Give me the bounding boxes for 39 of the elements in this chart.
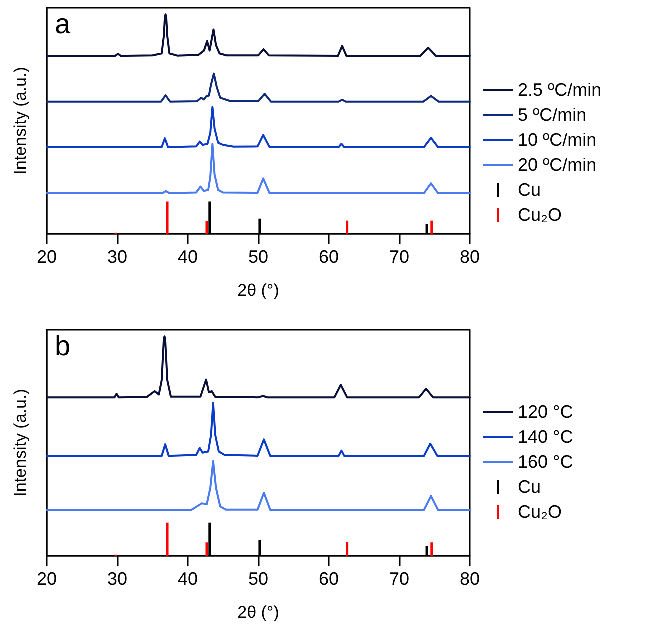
x-tick-label: 30 [107,569,128,589]
x-tick-label: 80 [460,569,480,589]
bar [166,202,169,234]
x-tick-label: 20 [36,569,58,589]
x-tick-label: 50 [248,247,269,267]
bar [430,542,434,556]
x-tick-label: 30 [107,247,128,267]
bar [206,221,208,234]
x-tick-label: 60 [318,569,340,589]
bar [346,220,349,234]
x-tick-label: 70 [389,569,410,589]
bar [206,542,208,556]
x-tick-label: 60 [318,247,340,267]
legend-label: 120 °C [518,402,574,422]
x-tick-label: 70 [389,247,410,267]
legend-label: 10 ºC/min [518,130,597,150]
legend-label: 160 °C [518,452,574,472]
x-tick-label: 50 [248,569,269,589]
legend-label: Cu₂O [518,205,562,225]
y-axis-title: Intensity (a.u.) [11,389,30,497]
legend-label: 140 °C [518,427,574,447]
annotation: a [55,8,71,40]
bar [346,542,349,556]
bar [430,220,434,234]
legend-label: 2.5 ºC/min [518,80,602,100]
legend-label: Cu [518,477,542,497]
x-tick-label: 80 [460,247,480,267]
x-axis-title: 2θ (°) [238,281,280,300]
bar [166,522,169,556]
x-tick-label: 40 [178,247,198,267]
x-tick-label: 20 [36,247,58,267]
legend-label: Cu [518,180,542,200]
x-tick-label: 40 [178,569,198,589]
legend-label: 20 ºC/min [518,155,597,175]
x-axis-title: 2θ (°) [238,603,280,622]
legend-label: Cu₂O [518,502,562,522]
legend-label: 5 ºC/min [518,105,587,125]
y-axis-title: Intensity (a.u.) [11,67,30,175]
annotation: b [55,330,71,362]
